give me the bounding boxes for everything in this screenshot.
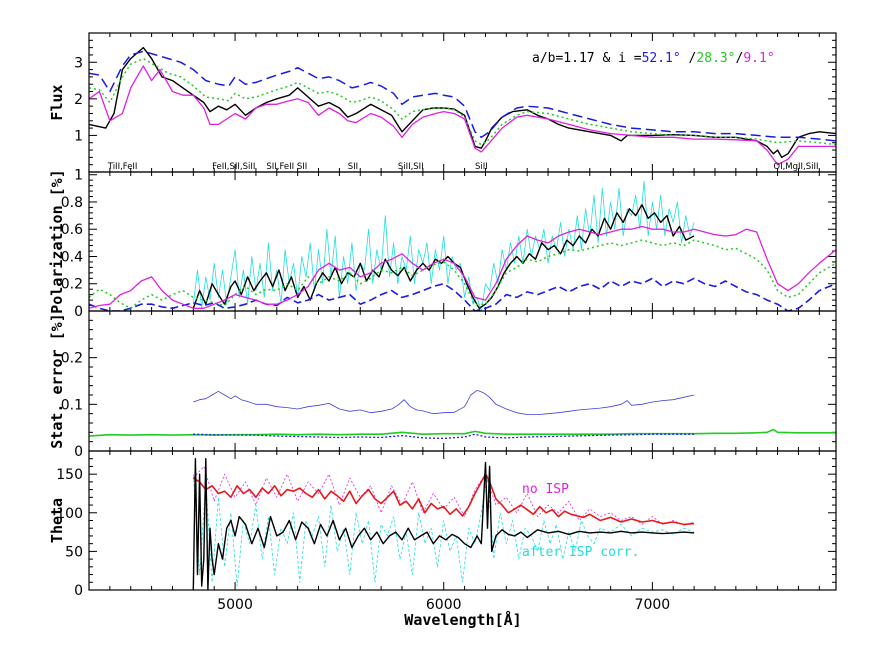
y-tick-label: 1 [74,168,83,184]
panel-3: 0 50 100 150 Theta 5000 6000 7000 no ISP after IS… [48,450,837,613]
y-tick-label: 2 [74,92,83,108]
ion-label: SiII [475,162,488,172]
panel-frame [88,171,837,312]
series-observed-noisy [192,181,695,311]
ion-label: TiII,FeII [107,162,138,172]
ion-label: SII [348,162,358,172]
x-tick-label: 5000 [217,597,253,613]
ion-label: SII,FeII SII [266,162,307,172]
series-after-isp-corr- [192,458,695,590]
series-observed [192,203,695,309]
x-axis-title: Wavelength[Å] [404,610,521,629]
y-tick-label: 1 [74,128,83,144]
series-blue-error [193,433,695,440]
series-green-error [89,428,836,437]
after-isp-label: after ISP corr. [522,545,639,560]
series-52-1 [89,50,836,142]
panel-frame [88,310,837,452]
no-isp-label: no ISP [522,482,569,497]
series-9-1 [89,225,836,309]
ion-label: OI,MgII,SiII [773,162,818,172]
y-tick-label: 0 [74,444,83,460]
y-tick-label: 0.1 [61,397,83,413]
y-tick-label: 0.6 [61,222,83,238]
x-tick-label: 7000 [635,597,671,613]
y-axis-title: Theta [48,498,66,543]
y-axis-title: Flux [48,84,66,120]
series-observed-error [193,389,695,416]
series-9-1 [89,65,836,166]
y-axis-title: Polarization [%] [48,169,66,314]
y-tick-label: 0 [74,304,83,320]
ion-label: SiII,SII [398,162,424,172]
panel-0: 1 2 3 Flux a/b=1.17 & i =52.1° /28.3°/9.1° Ti… [48,32,837,173]
y-tick-label: 100 [56,506,83,522]
y-tick-label: 0.2 [61,351,83,367]
inclination-legend: a/b=1.17 & i =52.1° /28.3°/9.1° [532,51,775,66]
y-tick-label: 0.2 [61,277,83,293]
series-52-1 [89,277,836,311]
series-28-3 [89,57,836,146]
y-tick-label: 50 [65,544,83,560]
series-no-isp-noisy [193,465,695,526]
x-tick-label: 6000 [426,597,462,613]
y-tick-label: 0.4 [61,249,83,265]
y-tick-label: 150 [56,467,83,483]
panel-1: 0 0.2 0.4 0.6 0.8 1 Polarization [%] [48,168,837,320]
y-tick-label: 0.8 [61,195,83,211]
y-tick-label: 3 [74,55,83,71]
y-tick-label: 0 [74,583,83,599]
series-no-isp [192,473,695,526]
panel-frame [88,450,837,591]
ion-label: FeII,SII,SiII [212,162,255,172]
y-axis-title: Stat. error [%] [48,313,66,448]
series-after-isp-corr-noisy [192,473,695,587]
